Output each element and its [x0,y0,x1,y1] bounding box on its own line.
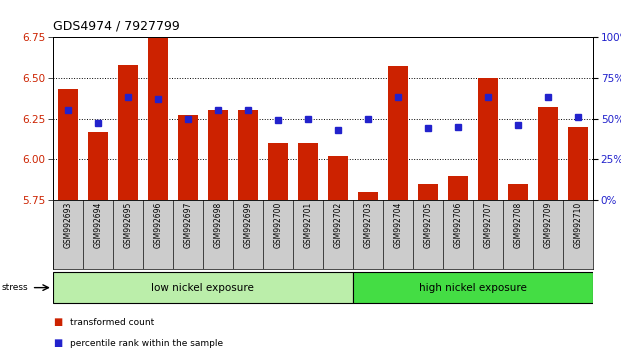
Bar [563,200,593,269]
Bar [508,184,528,200]
Bar [263,200,293,269]
Text: GSM992702: GSM992702 [333,202,342,248]
Bar [293,200,323,269]
Bar [443,200,473,269]
Text: GSM992709: GSM992709 [543,202,553,249]
Bar [383,200,413,269]
Bar [418,184,438,200]
Bar [328,156,348,200]
Text: GSM992704: GSM992704 [394,202,402,249]
Text: ■: ■ [53,338,62,348]
Text: stress: stress [1,283,28,292]
Bar [448,176,468,200]
Bar [323,200,353,269]
Bar [413,200,443,269]
Bar [53,200,83,269]
Bar [268,143,288,200]
Bar [478,78,498,200]
Text: GSM992708: GSM992708 [514,202,522,248]
Bar [173,200,203,269]
Bar [238,110,258,200]
Text: GSM992705: GSM992705 [424,202,432,249]
Text: high nickel exposure: high nickel exposure [419,282,527,293]
Bar [503,200,533,269]
Bar [358,192,378,200]
Bar [83,200,113,269]
Text: GSM992701: GSM992701 [304,202,312,248]
Text: percentile rank within the sample: percentile rank within the sample [70,339,224,348]
Bar [208,110,228,200]
Bar [298,143,318,200]
Bar [203,200,233,269]
Text: GSM992697: GSM992697 [183,202,193,249]
Text: transformed count: transformed count [70,318,155,327]
Bar [538,107,558,200]
Bar [353,200,383,269]
Text: GSM992693: GSM992693 [63,202,72,249]
Bar [53,272,353,303]
Text: GSM992699: GSM992699 [243,202,252,249]
Text: GSM992695: GSM992695 [124,202,132,249]
Bar [533,200,563,269]
Text: GSM992698: GSM992698 [214,202,222,248]
Text: GSM992703: GSM992703 [363,202,373,249]
Bar [118,65,138,200]
Text: GSM992707: GSM992707 [484,202,492,249]
Text: GSM992710: GSM992710 [574,202,582,248]
Text: GDS4974 / 7927799: GDS4974 / 7927799 [53,19,179,33]
Bar [143,200,173,269]
Text: ■: ■ [53,317,62,327]
Bar [388,67,408,200]
Bar [113,200,143,269]
Bar [88,132,107,200]
Text: GSM992700: GSM992700 [273,202,283,249]
Bar [233,200,263,269]
Bar [568,127,588,200]
Bar [178,115,197,200]
Bar [148,37,168,200]
Text: GSM992696: GSM992696 [153,202,162,249]
Bar [473,200,503,269]
Text: GSM992706: GSM992706 [453,202,463,249]
Text: low nickel exposure: low nickel exposure [152,282,254,293]
Bar [353,272,593,303]
Text: GSM992694: GSM992694 [93,202,102,249]
Bar [58,89,78,200]
